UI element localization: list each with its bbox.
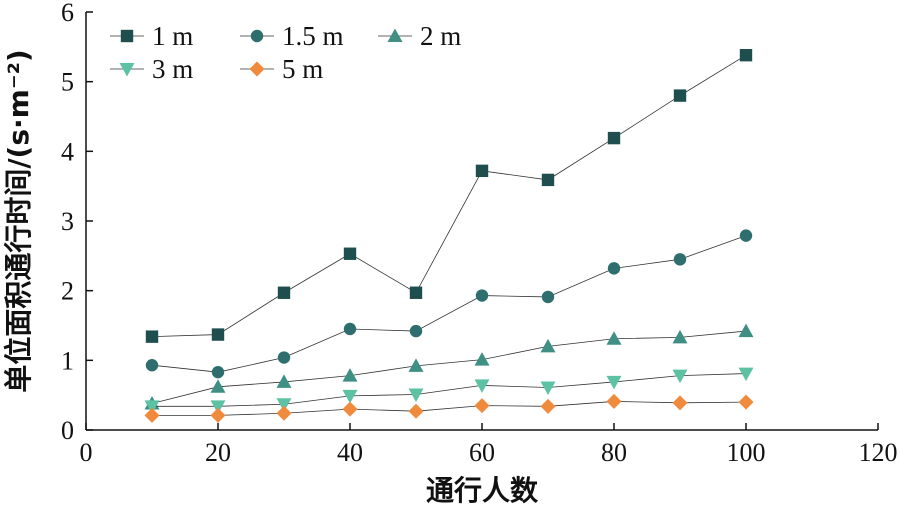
data-point [540, 381, 556, 396]
x-tick-label: 0 [80, 438, 93, 467]
x-tick-label: 120 [859, 438, 898, 467]
data-point [673, 253, 687, 266]
series-2 [144, 323, 754, 410]
series-line [152, 401, 747, 416]
legend-marker [250, 29, 264, 43]
data-point [409, 286, 423, 299]
data-point [343, 247, 357, 260]
data-point [211, 365, 225, 379]
data-point [408, 358, 424, 372]
data-point [145, 359, 159, 372]
data-point [342, 368, 358, 382]
data-point [738, 323, 754, 338]
x-tick-label: 20 [205, 438, 231, 467]
x-axis-title: 通行人数 [426, 474, 539, 507]
series-4 [144, 393, 754, 423]
data-point [475, 164, 489, 178]
data-point [606, 375, 622, 390]
y-axis-title: 单位面积通行时间/(s·m⁻²) [2, 49, 35, 392]
data-point [409, 324, 423, 338]
y-tick-label: 3 [61, 207, 74, 236]
x-tick-label: 80 [601, 438, 627, 467]
data-point [342, 401, 358, 417]
data-point [408, 403, 424, 419]
data-point [343, 322, 357, 336]
data-point [540, 338, 556, 353]
data-point [342, 389, 358, 404]
data-point [475, 289, 489, 302]
data-point [672, 329, 688, 344]
series-line [151, 330, 747, 404]
legend-item: 2 m [378, 21, 461, 51]
data-point [210, 407, 226, 423]
data-point [276, 374, 292, 388]
data-point [540, 398, 556, 414]
legend-item: 5 m [240, 54, 323, 84]
y-axis-ticks: 0 1 2 3 4 5 6 [61, 0, 93, 445]
data-point [144, 407, 160, 423]
series-3 [144, 367, 754, 414]
data-point [474, 379, 490, 393]
data-point [606, 393, 622, 409]
data-point [738, 367, 754, 382]
data-point [607, 262, 621, 275]
legend-label: 1 m [152, 21, 193, 51]
data-point [144, 400, 160, 414]
y-tick-label: 4 [61, 137, 74, 166]
x-axis-ticks: 0 20 40 60 80 100 120 [80, 423, 898, 467]
data-point [672, 369, 688, 384]
y-tick-label: 6 [61, 0, 74, 27]
data-point [474, 352, 490, 366]
data-point [672, 395, 688, 411]
series-layer [144, 48, 754, 423]
legend-label: 1.5 m [282, 21, 344, 51]
series-line [152, 373, 747, 407]
data-point [211, 328, 225, 341]
legend-label: 2 m [420, 21, 461, 51]
series-1 [145, 229, 753, 379]
y-tick-label: 0 [61, 416, 74, 445]
data-point [277, 286, 291, 299]
x-tick-label: 40 [337, 438, 363, 467]
series-0 [145, 48, 753, 343]
data-point [541, 173, 555, 187]
series-line [151, 235, 747, 373]
x-tick-label: 100 [727, 438, 766, 467]
plot-frame [85, 12, 878, 431]
data-point [408, 388, 424, 402]
x-tick-label: 60 [469, 438, 495, 467]
legend-item: 3 m [110, 54, 193, 84]
legend-marker [119, 63, 135, 77]
legend-marker [249, 61, 265, 77]
y-tick-label: 2 [61, 277, 74, 306]
data-point [474, 398, 490, 414]
data-point [739, 229, 753, 242]
data-point [276, 405, 292, 421]
legend-marker [387, 28, 403, 42]
data-point [607, 131, 621, 145]
data-point [739, 48, 753, 62]
legend-marker [120, 29, 134, 43]
y-tick-label: 5 [61, 68, 74, 97]
y-tick-label: 1 [61, 346, 74, 375]
data-point [210, 400, 226, 414]
legend-label: 5 m [282, 54, 323, 84]
data-point [210, 379, 226, 393]
legend-item: 1 m [110, 21, 193, 51]
legend-item: 1.5 m [240, 21, 344, 51]
data-point [738, 394, 754, 410]
data-point [277, 351, 291, 364]
legend-label: 3 m [152, 54, 193, 84]
legend: 1 m 1.5 m 2 m 3 m 5 m [110, 21, 461, 84]
data-point [541, 290, 555, 304]
data-point [276, 398, 292, 412]
data-point [606, 331, 622, 345]
data-point [145, 330, 159, 343]
series-line [151, 54, 747, 338]
data-point [673, 89, 687, 102]
